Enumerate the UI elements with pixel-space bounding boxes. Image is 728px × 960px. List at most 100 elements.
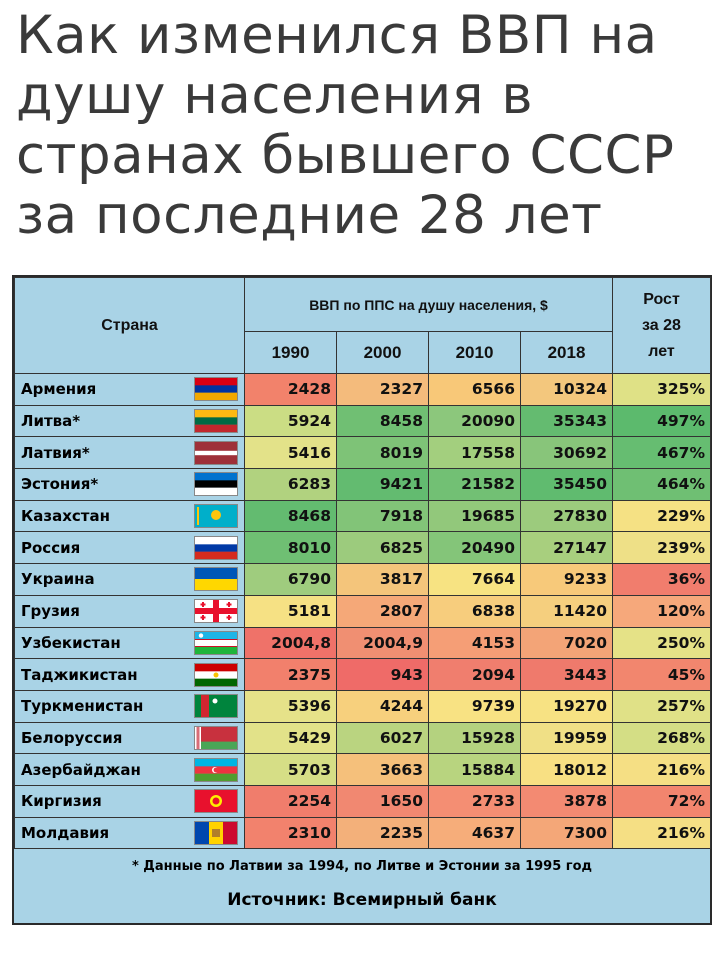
gdp-value-cell: 2428 xyxy=(244,373,337,406)
gdp-value-cell: 6790 xyxy=(244,563,337,596)
table-row: Россия 8010 6825 20490 27147 239% xyxy=(14,531,711,565)
country-name: Армения xyxy=(14,373,189,406)
gdp-value-cell: 5396 xyxy=(244,689,337,723)
latvia-flag-icon xyxy=(188,436,245,470)
growth-value-cell: 257% xyxy=(612,689,711,723)
growth-value-cell: 45% xyxy=(612,658,711,691)
header-growth-line: Рост xyxy=(643,290,680,308)
gdp-value-cell: 7918 xyxy=(336,499,429,533)
ukraine-flag-icon xyxy=(188,563,245,596)
growth-value-cell: 250% xyxy=(612,626,711,660)
country-name: Украина xyxy=(14,563,189,596)
uzbekistan-flag-icon xyxy=(188,626,245,660)
lithuania-flag-icon xyxy=(188,404,245,438)
gdp-table: Страна ВВП по ППС на душу населения, $ Р… xyxy=(14,277,711,850)
table-row: Литва* 5924 8458 20090 35343 497% xyxy=(14,404,711,438)
georgia-flag-icon xyxy=(188,594,245,628)
gdp-value-cell: 3663 xyxy=(336,753,429,786)
growth-value-cell: 239% xyxy=(612,531,711,565)
table-row: Казахстан 8468 7918 19685 27830 229% xyxy=(14,499,711,533)
gdp-value-cell: 2327 xyxy=(336,373,429,406)
gdp-value-cell: 9421 xyxy=(336,468,429,501)
growth-value-cell: 229% xyxy=(612,499,711,533)
gdp-value-cell: 3878 xyxy=(520,784,613,818)
gdp-value-cell: 15928 xyxy=(428,721,521,755)
source-note: Источник: Всемирный банк xyxy=(227,890,497,910)
country-name: Молдавия xyxy=(14,816,189,850)
gdp-value-cell: 5181 xyxy=(244,594,337,628)
country-name: Киргизия xyxy=(14,784,189,818)
header-country: Страна xyxy=(14,277,245,374)
gdp-value-cell: 17558 xyxy=(428,436,521,470)
table-row: Таджикистан 2375 943 2094 3443 45% xyxy=(14,658,711,691)
gdp-value-cell: 2733 xyxy=(428,784,521,818)
gdp-value-cell: 9739 xyxy=(428,689,521,723)
country-name: Туркменистан xyxy=(14,689,189,723)
gdp-value-cell: 21582 xyxy=(428,468,521,501)
gdp-value-cell: 19270 xyxy=(520,689,613,723)
gdp-value-cell: 8458 xyxy=(336,404,429,438)
country-name: Грузия xyxy=(14,594,189,628)
gdp-table-container: Страна ВВП по ППС на душу населения, $ Р… xyxy=(12,275,712,925)
tajikistan-flag-icon xyxy=(188,658,245,691)
gdp-value-cell: 5416 xyxy=(244,436,337,470)
gdp-value-cell: 9233 xyxy=(520,563,613,596)
gdp-value-cell: 6566 xyxy=(428,373,521,406)
moldova-flag-icon xyxy=(188,816,245,850)
gdp-value-cell: 27830 xyxy=(520,499,613,533)
gdp-value-cell: 35343 xyxy=(520,404,613,438)
growth-value-cell: 216% xyxy=(612,753,711,786)
table-row: Эстония* 6283 9421 21582 35450 464% xyxy=(14,468,711,501)
gdp-value-cell: 8010 xyxy=(244,531,337,565)
header-growth-line: лет xyxy=(648,342,675,360)
gdp-value-cell: 20090 xyxy=(428,404,521,438)
gdp-value-cell: 2004,9 xyxy=(336,626,429,660)
page-title: Как изменился ВВП на душу населения в ст… xyxy=(16,5,675,246)
gdp-value-cell: 943 xyxy=(336,658,429,691)
header-gdp: ВВП по ППС на душу населения, $ xyxy=(244,277,613,332)
country-name: Россия xyxy=(14,531,189,565)
footnote: * Данные по Латвии за 1994, по Литве и Э… xyxy=(131,859,593,874)
gdp-value-cell: 2254 xyxy=(244,784,337,818)
gdp-value-cell: 6027 xyxy=(336,721,429,755)
gdp-value-cell: 3817 xyxy=(336,563,429,596)
gdp-value-cell: 4244 xyxy=(336,689,429,723)
table-row: Молдавия 2310 2235 4637 7300 216% xyxy=(14,816,711,850)
kazakhstan-flag-icon xyxy=(188,499,245,533)
country-name: Азербайджан xyxy=(14,753,189,786)
armenia-flag-icon xyxy=(188,373,245,406)
gdp-value-cell: 27147 xyxy=(520,531,613,565)
table-row: Киргизия 2254 1650 2733 3878 72% xyxy=(14,784,711,818)
header-year-2000: 2000 xyxy=(336,331,429,374)
country-name: Казахстан xyxy=(14,499,189,533)
gdp-value-cell: 5703 xyxy=(244,753,337,786)
table-body: Армения 2428 2327 6566 10324 325% Литва* 5924 84… xyxy=(14,373,711,850)
growth-value-cell: 497% xyxy=(612,404,711,438)
growth-value-cell: 467% xyxy=(612,436,711,470)
country-name: Белоруссия xyxy=(14,721,189,755)
kyrgyzstan-flag-icon xyxy=(188,784,245,818)
turkmenistan-flag-icon xyxy=(188,689,245,723)
gdp-value-cell: 2235 xyxy=(336,816,429,850)
table-row: Туркменистан 5396 4244 9739 19270 257% xyxy=(14,689,711,723)
growth-value-cell: 36% xyxy=(612,563,711,596)
growth-value-cell: 72% xyxy=(612,784,711,818)
growth-value-cell: 268% xyxy=(612,721,711,755)
gdp-value-cell: 6283 xyxy=(244,468,337,501)
gdp-value-cell: 35450 xyxy=(520,468,613,501)
gdp-value-cell: 8468 xyxy=(244,499,337,533)
growth-value-cell: 325% xyxy=(612,373,711,406)
country-name: Латвия* xyxy=(14,436,189,470)
header-year-2010: 2010 xyxy=(428,331,521,374)
table-row: Латвия* 5416 8019 17558 30692 467% xyxy=(14,436,711,470)
header-year-1990: 1990 xyxy=(244,331,337,374)
gdp-value-cell: 2004,8 xyxy=(244,626,337,660)
table-row: Азербайджан 5703 3663 15884 18012 216% xyxy=(14,753,711,786)
gdp-value-cell: 11420 xyxy=(520,594,613,628)
gdp-value-cell: 20490 xyxy=(428,531,521,565)
table-row: Грузия 5181 2807 6838 11420 120% xyxy=(14,594,711,628)
header-year-2018: 2018 xyxy=(520,331,613,374)
gdp-value-cell: 2807 xyxy=(336,594,429,628)
estonia-flag-icon xyxy=(188,468,245,501)
table-row: Армения 2428 2327 6566 10324 325% xyxy=(14,373,711,406)
